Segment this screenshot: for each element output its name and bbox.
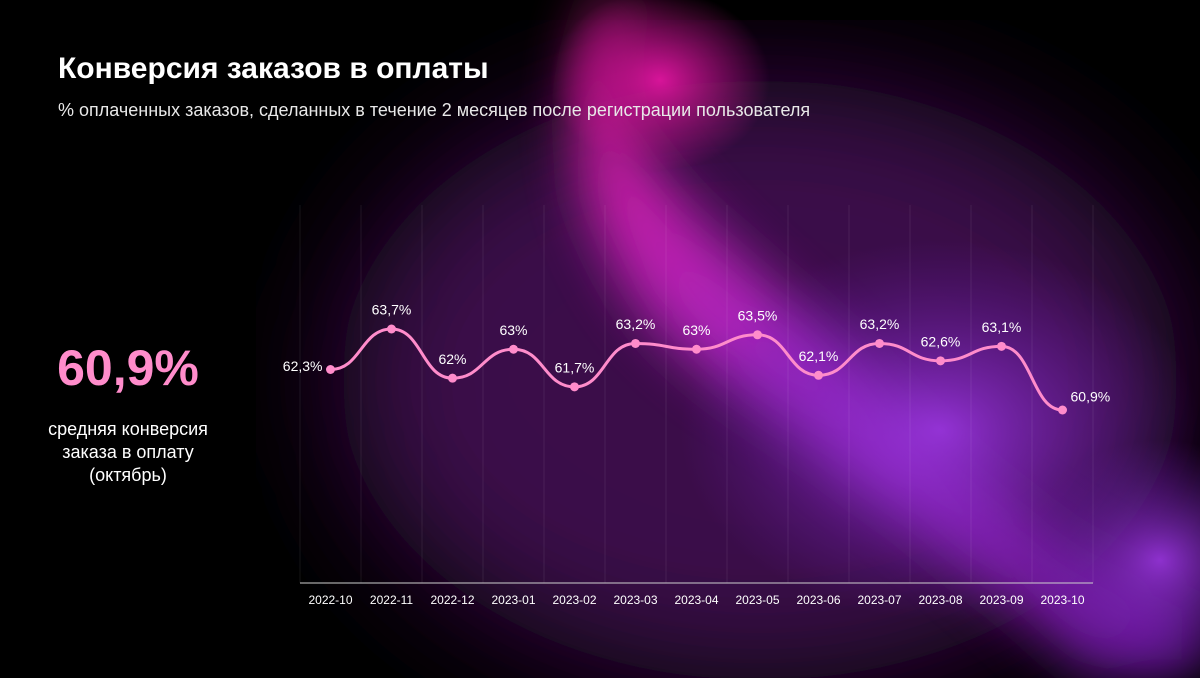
- point: [509, 344, 518, 354]
- x-tick-label: 2023-01: [491, 593, 535, 607]
- data-label: 62,6%: [921, 334, 961, 350]
- data-label: 63,2%: [860, 316, 900, 332]
- x-tick-label: 2022-12: [430, 593, 474, 607]
- point: [814, 370, 823, 380]
- data-label: 63,1%: [982, 319, 1022, 335]
- point: [936, 356, 945, 366]
- x-tick-label: 2023-02: [552, 593, 596, 607]
- data-label: 62,1%: [799, 348, 839, 364]
- x-tick-label: 2023-09: [979, 593, 1023, 607]
- chart-subtitle: % оплаченных заказов, сделанных в течени…: [58, 100, 810, 120]
- point: [692, 344, 701, 354]
- point: [387, 324, 396, 334]
- point: [448, 373, 457, 383]
- x-tick-label: 2023-10: [1040, 593, 1084, 607]
- x-tick-label: 2022-11: [370, 593, 413, 607]
- data-label: 60,9%: [1071, 389, 1111, 405]
- data-label: 63,5%: [738, 307, 778, 323]
- x-tick-label: 2023-08: [918, 593, 962, 607]
- chart-title: Конверсия заказов в оплаты: [58, 52, 489, 85]
- point: [326, 365, 335, 374]
- x-tick-label: 2023-06: [796, 593, 840, 607]
- point: [997, 341, 1006, 351]
- data-label: 63,2%: [616, 316, 656, 332]
- background-swirl: [340, 0, 1200, 678]
- x-tick-label: 2023-03: [613, 593, 657, 607]
- data-label: 62,3%: [283, 358, 323, 374]
- data-label: 63%: [682, 322, 710, 338]
- x-tick-label: 2023-04: [674, 593, 718, 607]
- kpi-value: 60,9%: [57, 340, 199, 396]
- point: [570, 382, 579, 392]
- point: [753, 330, 762, 340]
- data-label: 63,7%: [372, 302, 412, 318]
- x-tick-label: 2022-10: [308, 593, 352, 607]
- point: [875, 338, 884, 348]
- kpi-caption: (октябрь): [89, 465, 167, 485]
- data-label: 63%: [499, 322, 527, 338]
- point: [1058, 405, 1067, 415]
- plot: 2022-10 2022-11 2022-12 2023-01 2023-02 2023-…: [283, 205, 1110, 607]
- x-tick-label: 2023-05: [735, 593, 779, 607]
- x-tick-label: 2023-07: [857, 593, 901, 607]
- data-label: 61,7%: [555, 360, 595, 376]
- kpi-caption: средняя конверсия: [48, 419, 208, 439]
- kpi-caption: заказа в оплату: [62, 442, 194, 462]
- point: [631, 338, 640, 348]
- data-label: 62%: [438, 351, 466, 367]
